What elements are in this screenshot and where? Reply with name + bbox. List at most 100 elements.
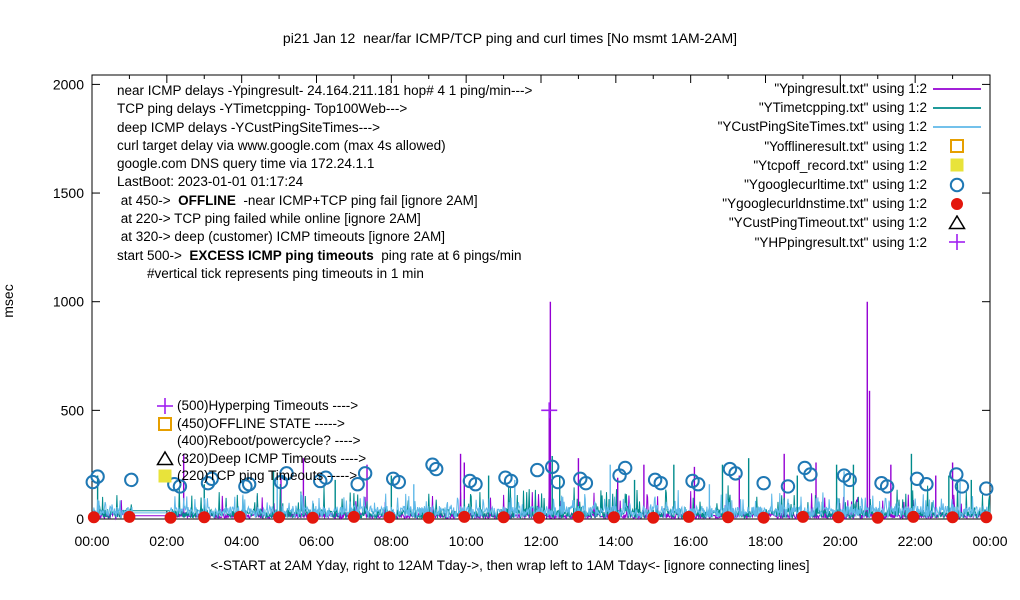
inplot-legend-label: (400)Reboot/powercycle? ----> bbox=[177, 433, 361, 449]
annotation-line: curl target delay via www.google.com (ma… bbox=[117, 137, 446, 153]
curl-time-point bbox=[756, 475, 771, 491]
annotation-line: deep ICMP delays -YCustPingSiteTimes---> bbox=[117, 119, 380, 135]
x-tick-label: 20:00 bbox=[823, 533, 858, 549]
cust-ping-timeout-point bbox=[156, 450, 174, 465]
y-tick-label: 0 bbox=[76, 511, 84, 527]
curl-time-point bbox=[954, 479, 970, 494]
curl-time-point bbox=[979, 481, 994, 496]
curl-time-point bbox=[550, 474, 566, 490]
legend-row: "YHPpingresult.txt" using 1:2 bbox=[718, 233, 989, 252]
legend: "Ypingresult.txt" using 1:2 "YTimetcpping… bbox=[718, 79, 989, 252]
curl-time-point bbox=[909, 471, 925, 486]
inplot-legend-row: (220)TCP ping Timeouts -----> bbox=[155, 467, 366, 485]
x-tick-label: 10:00 bbox=[449, 533, 484, 549]
no-icon bbox=[155, 432, 177, 449]
dns-time-point bbox=[422, 511, 435, 524]
plus-icon bbox=[949, 234, 965, 251]
x-tick-label: 02:00 bbox=[149, 533, 184, 549]
annotation-line: near ICMP delays -Ypingresult- 24.164.21… bbox=[117, 83, 533, 98]
legend-label: "YCustPingSiteTimes.txt" using 1:2 bbox=[717, 119, 927, 135]
legend-label: "Ygooglecurldnstime.txt" using 1:2 bbox=[722, 196, 927, 212]
circle-open-icon bbox=[949, 177, 965, 192]
offline-point bbox=[950, 139, 964, 154]
annotation-line: TCP ping delays -YTimetcpping- Top100Web… bbox=[117, 101, 408, 117]
curl-time-point bbox=[653, 475, 668, 491]
curl-time-point bbox=[468, 477, 483, 492]
square-filled-icon bbox=[950, 158, 964, 172]
plus-icon bbox=[157, 398, 173, 415]
x-tick-label: 22:00 bbox=[898, 533, 933, 549]
triangle-open-icon bbox=[156, 450, 174, 465]
curl-time-point bbox=[172, 479, 188, 494]
annotation-line: LastBoot: 2023-01-01 01:17:24 bbox=[117, 174, 304, 190]
curl-time-point bbox=[357, 466, 373, 481]
legend-label: "YCustPingTimeout.txt" using 1:2 bbox=[728, 215, 927, 231]
dns-time-point bbox=[980, 511, 993, 524]
legend-row: "YCustPingSiteTimes.txt" using 1:2 bbox=[718, 117, 989, 136]
dns-time-point bbox=[233, 510, 246, 523]
x-tick-label: 18:00 bbox=[748, 533, 783, 549]
y-tick-label: 500 bbox=[61, 402, 85, 418]
curl-time-point bbox=[949, 467, 964, 482]
curl-time-point bbox=[728, 466, 743, 481]
dns-time-point bbox=[572, 510, 585, 523]
curl-time-point bbox=[803, 467, 818, 482]
dns-time-point bbox=[607, 511, 620, 524]
curl-time-point bbox=[425, 457, 440, 472]
curl-time-point bbox=[780, 479, 796, 494]
line-icon bbox=[933, 106, 981, 109]
x-tick-label: 00:00 bbox=[972, 533, 1007, 549]
x-tick-label: 08:00 bbox=[374, 533, 409, 549]
x-tick-label: 12:00 bbox=[523, 533, 558, 549]
dns-time-point bbox=[198, 511, 211, 524]
dns-time-point bbox=[722, 511, 735, 524]
annotation-line: at 320-> deep (customer) ICMP timeouts [… bbox=[117, 229, 446, 245]
legend-label: "YHPpingresult.txt" using 1:2 bbox=[754, 234, 927, 250]
dns-time-point bbox=[796, 510, 809, 523]
curl-time-point bbox=[545, 459, 560, 475]
square-filled-icon bbox=[158, 469, 172, 483]
annotation-line: at 450-> OFFLINE -near ICMP+TCP ping fai… bbox=[117, 192, 478, 208]
x-tick-label: 06:00 bbox=[299, 533, 334, 549]
annotation-line: #vertical tick represents ping timeouts … bbox=[117, 265, 424, 281]
y-tick-label: 1000 bbox=[53, 294, 84, 310]
annotation-block: near ICMP delays -Ypingresult- 24.164.21… bbox=[117, 82, 532, 283]
curl-time-point bbox=[279, 466, 294, 481]
legend-label: "YTimetcpping.txt" using 1:2 bbox=[758, 100, 927, 116]
curl-time-point bbox=[690, 477, 706, 492]
legend-label: "Ygooglecurltime.txt" using 1:2 bbox=[744, 177, 927, 193]
curl-time-point bbox=[318, 470, 334, 485]
inplot-legend-row: (500)Hyperping Timeouts ----> bbox=[155, 397, 366, 415]
square-open-icon bbox=[158, 416, 172, 431]
legend-row: "Yofflineresult.txt" using 1:2 bbox=[718, 137, 989, 156]
curl-time-point bbox=[919, 477, 934, 492]
legend-row: "YTimetcpping.txt" using 1:2 bbox=[718, 98, 989, 117]
curl-time-point bbox=[879, 479, 895, 494]
line-icon bbox=[933, 126, 981, 128]
curl-time-point bbox=[949, 177, 965, 192]
x-tick-label: 14:00 bbox=[598, 533, 633, 549]
dns-time-point bbox=[647, 511, 660, 524]
curl-time-point bbox=[429, 461, 444, 477]
inplot-legend: (500)Hyperping Timeouts ----> (450)OFFLIN… bbox=[155, 397, 366, 485]
curl-time-point bbox=[578, 475, 594, 491]
inplot-legend-row: (400)Reboot/powercycle? ----> bbox=[155, 432, 366, 450]
annotation-line: google.com DNS query time via 172.24.1.1 bbox=[117, 156, 375, 172]
dns-time-point bbox=[682, 510, 695, 523]
legend-row: "Ygooglecurldnstime.txt" using 1:2 bbox=[718, 194, 989, 213]
curl-time-point bbox=[90, 469, 105, 484]
inplot-legend-label: (220)TCP ping Timeouts -----> bbox=[177, 468, 358, 484]
dns-time-point bbox=[123, 510, 136, 523]
legend-label: "Ypingresult.txt" using 1:2 bbox=[774, 81, 927, 97]
curl-time-point bbox=[842, 472, 857, 488]
curl-time-point bbox=[204, 471, 219, 486]
legend-label: "Yofflineresult.txt" using 1:2 bbox=[764, 138, 927, 154]
curl-time-point bbox=[350, 477, 365, 492]
dns-time-point bbox=[951, 197, 963, 210]
curl-time-point bbox=[503, 473, 519, 489]
chart-title: pi21 Jan 12 near/far ICMP/TCP ping and c… bbox=[282, 30, 738, 46]
x-axis-label: <-START at 2AM Yday, right to 12AM Tday-… bbox=[210, 558, 810, 573]
dns-time-point bbox=[757, 511, 770, 524]
dns-time-point bbox=[871, 511, 884, 524]
